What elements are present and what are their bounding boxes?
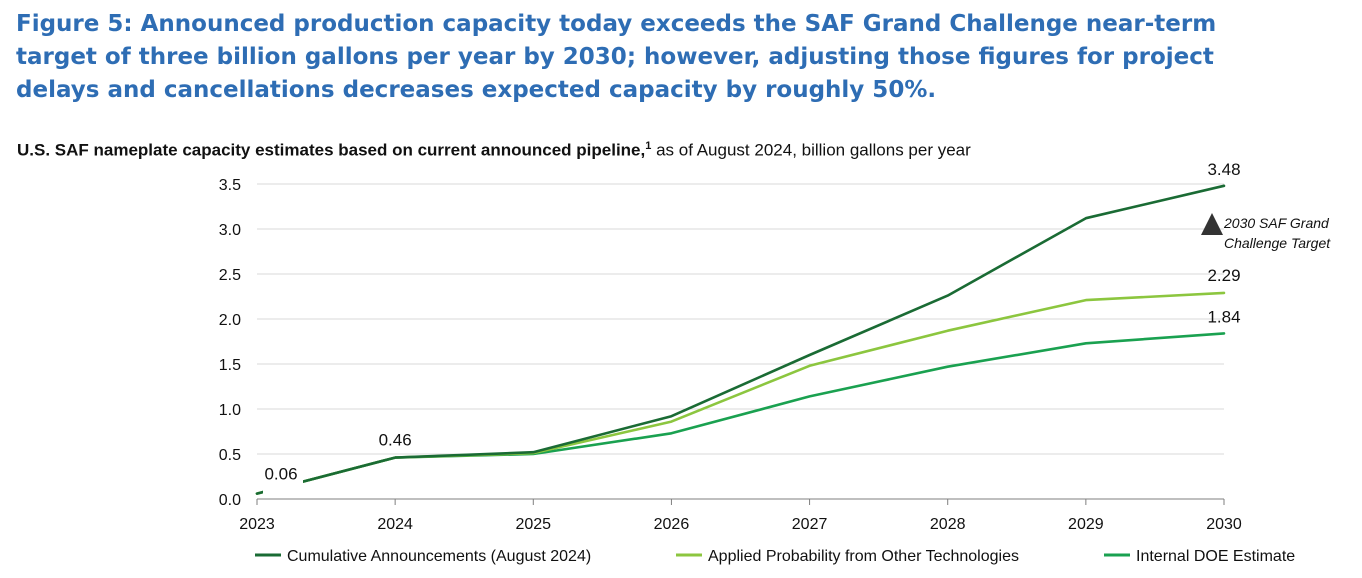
x-tick-label: 2025 xyxy=(515,516,551,533)
data-label: 0.46 xyxy=(379,431,412,450)
series-line xyxy=(255,291,1226,495)
subtitle-bold: U.S. SAF nameplate capacity estimates ba… xyxy=(17,140,646,160)
x-tick-label: 2027 xyxy=(792,516,828,533)
data-label: 3.48 xyxy=(1207,160,1240,179)
y-tick-label: 3.5 xyxy=(219,177,241,194)
y-tick-label: 2.5 xyxy=(219,267,241,284)
data-label: 2.29 xyxy=(1207,266,1240,285)
x-tick-label: 2024 xyxy=(377,516,413,533)
y-tick-label: 1.0 xyxy=(219,402,241,419)
figure-title: Figure 5: Announced production capacity … xyxy=(16,11,1217,103)
y-tick-label: 0.0 xyxy=(219,492,241,509)
subtitle-footnote: 1 xyxy=(645,140,652,152)
target-label-line2: Challenge Target xyxy=(1224,235,1331,251)
subtitle-rest: as of August 2024, billion gallons per y… xyxy=(651,140,971,160)
x-tick-label: 2028 xyxy=(930,516,966,533)
x-tick-label: 2026 xyxy=(654,516,690,533)
y-tick-label: 1.5 xyxy=(219,357,241,374)
data-label: 0.06 xyxy=(264,465,297,484)
y-tick-label: 2.0 xyxy=(219,312,241,329)
label-backing xyxy=(263,474,303,499)
legend-label: Internal DOE Estimate xyxy=(1136,548,1295,565)
legend-label: Cumulative Announcements (August 2024) xyxy=(287,548,591,565)
y-tick-label: 0.5 xyxy=(219,447,241,464)
x-tick-label: 2030 xyxy=(1206,516,1242,533)
target-label-line1: 2030 SAF Grand xyxy=(1223,215,1330,231)
series-line xyxy=(255,184,1226,495)
legend-label: Applied Probability from Other Technolog… xyxy=(708,548,1019,565)
data-label: 1.84 xyxy=(1207,307,1240,326)
x-tick-label: 2023 xyxy=(239,516,275,533)
target-triangle xyxy=(1201,213,1223,235)
x-tick-label: 2029 xyxy=(1068,516,1104,533)
y-tick-label: 3.0 xyxy=(219,222,241,239)
series-line xyxy=(255,332,1226,495)
chart-subtitle: U.S. SAF nameplate capacity estimates ba… xyxy=(17,140,971,161)
